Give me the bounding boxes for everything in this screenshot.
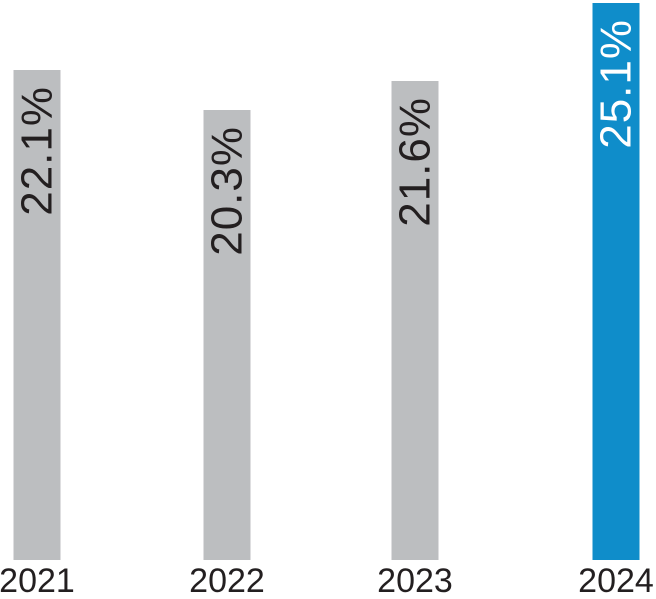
- bar-value-label: 22.1%: [12, 86, 61, 216]
- bar-value-label: 21.6%: [390, 97, 439, 227]
- bar-value-label: 20.3%: [202, 126, 251, 256]
- x-axis-label-2023: 2023: [377, 562, 453, 599]
- x-axis-label-2024: 2024: [578, 562, 654, 599]
- x-axis-label-2021: 2021: [0, 562, 75, 599]
- bar-2024-highlighted: 25.1%: [591, 3, 640, 560]
- bar-group-2023: 21.6% 2023: [353, 0, 477, 599]
- bar-2023: 21.6%: [390, 81, 439, 560]
- x-axis-label-2022: 2022: [189, 562, 265, 599]
- bar-value-label: 25.1%: [591, 19, 640, 149]
- bar-group-2024: 25.1% 2024: [554, 0, 656, 599]
- bar-group-2022: 20.3% 2022: [165, 0, 289, 599]
- bar-2021: 22.1%: [12, 70, 61, 560]
- bar-group-2021: 22.1% 2021: [0, 0, 99, 599]
- bar-2022: 20.3%: [202, 110, 251, 560]
